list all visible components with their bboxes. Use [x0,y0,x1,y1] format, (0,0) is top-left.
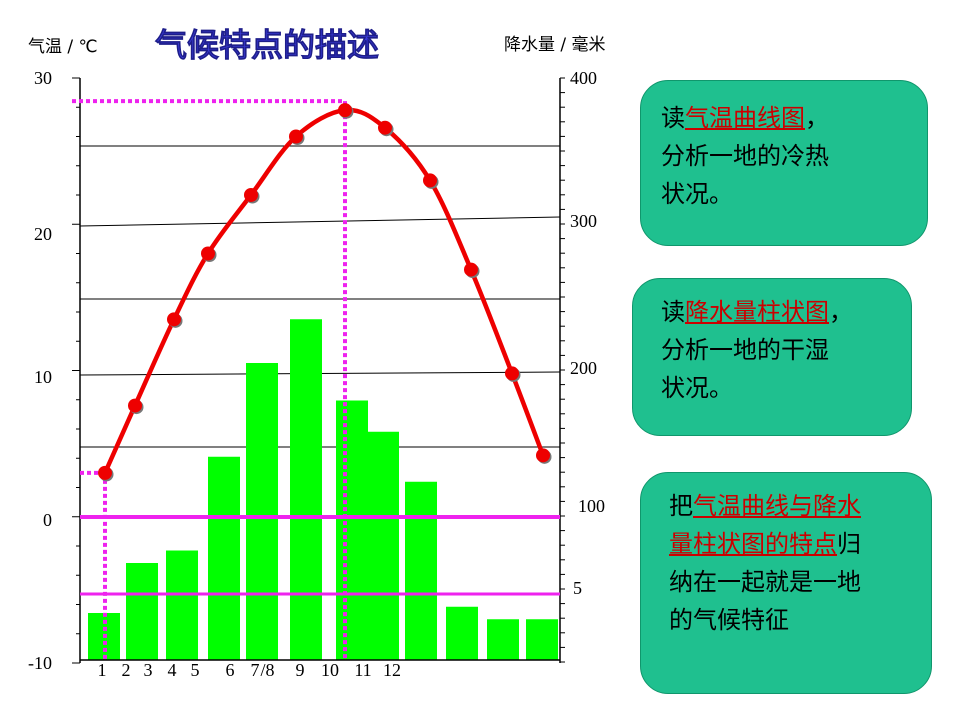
x-tick-label-10: 10 [321,660,339,680]
x-tick-label-7: 7 [251,660,260,680]
note1-pre: 读 [661,104,685,132]
x-tick-label-2: 2 [122,660,131,680]
note1-line2: 分析一地的冷热 [661,142,829,170]
right-axis-label: 降水量 / 毫米 [504,35,606,55]
note3-line4: 的气候特征 [669,606,789,634]
note2-line2: 分析一地的干湿 [661,336,829,364]
precip-bar-3 [166,550,198,660]
right-tick-label-5: 5 [573,578,582,598]
right-tick-label-200: 200 [570,358,597,378]
note1-line3: 状况。 [661,180,733,208]
x-tick-label-11: 11 [354,660,371,680]
precip-bar-8 [367,431,399,660]
chart-title: 气候特点的描述 [155,26,379,64]
temp-point-12 [536,448,550,463]
note2-pre: 读 [661,298,685,326]
left-tick-label-20: 20 [34,224,52,244]
temp-point-8 [378,120,392,135]
precip-bar-10 [446,606,478,660]
precip-bar-2 [126,563,158,660]
grid-line-2 [79,216,561,227]
left-tick-label-30: 30 [34,68,52,88]
axes [72,77,565,664]
temperature-line [102,107,546,474]
precipitation-bars [88,319,558,660]
note1-highlight: 气温曲线图 [685,104,805,132]
note3-line3: 纳在一起就是一地 [669,568,861,596]
note2-line3: 状况。 [661,374,733,402]
x-tick-label-6: 6 [226,660,235,680]
temp-point-6 [289,129,303,144]
temp-point-11 [505,366,519,381]
note3-pre: 把 [669,492,693,520]
temp-point-2 [128,398,142,413]
left-tick-label-10: 10 [34,367,52,387]
x-tick-label-3: 3 [144,660,153,680]
temp-point-1 [98,465,112,480]
x-tick-separator: / [260,660,265,680]
left-tick-label--10: -10 [28,653,52,673]
temp-point-7 [338,103,352,118]
guide-lines [72,99,560,660]
note3-highlight2: 量柱状图的特点 [669,530,837,558]
right-tick-label-100: 100 [578,496,605,516]
right-tick-label-300: 300 [570,211,597,231]
temp-point-3 [167,312,181,327]
x-tick-label-5: 5 [191,660,200,680]
left-axis-label: 气温 / ℃ [28,37,98,57]
note2-post: ， [829,298,853,326]
note2-highlight: 降水量柱状图 [685,298,829,326]
note1-post: ， [805,104,829,132]
precip-bar-5 [246,363,278,660]
temp-point-9 [423,173,437,188]
note-climate-summary: 把气温曲线与降水 量柱状图的特点归 纳在一起就是一地 的气候特征 [640,472,932,694]
x-tick-label-1: 1 [98,660,107,680]
temp-point-10 [464,262,478,277]
x-tick-label-12: 12 [383,660,401,680]
precip-bar-12 [526,619,558,660]
right-tick-label-400: 400 [570,68,597,88]
precip-bar-9 [405,481,437,660]
x-tick-label-8: 8 [266,660,275,680]
left-tick-label-0: 0 [43,510,52,530]
note3-highlight1: 气温曲线与降水 [693,492,861,520]
temp-point-5 [244,188,258,202]
precip-bar-11 [487,619,519,660]
precip-bar-7 [336,400,368,660]
temperature-curve [98,103,552,482]
temp-point-4 [201,246,215,261]
precip-bar-6 [290,319,322,660]
note-temperature: 读气温曲线图， 分析一地的冷热 状况。 [640,80,928,246]
note-precipitation: 读降水量柱状图， 分析一地的干湿 状况。 [632,278,912,436]
x-tick-label-4: 4 [168,660,177,680]
note3-post: 归 [837,530,861,558]
precip-bar-4 [208,456,240,660]
x-tick-label-9: 9 [296,660,305,680]
